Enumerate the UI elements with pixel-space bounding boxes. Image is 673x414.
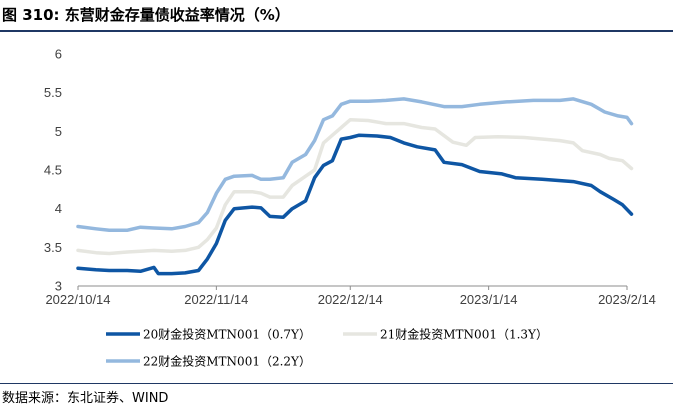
x-tick-label: 2022/11/14 bbox=[184, 292, 248, 307]
data-source-note: 数据来源：东北证券、WIND bbox=[2, 391, 169, 406]
y-tick-label: 5.5 bbox=[44, 85, 62, 100]
x-tick-label: 2022/12/14 bbox=[318, 292, 383, 307]
y-tick-label: 6 bbox=[55, 47, 62, 62]
y-tick-label: 4 bbox=[55, 201, 62, 216]
legend-label-1: 20财金投资MTN001（0.7Y） bbox=[143, 327, 311, 342]
title-rule bbox=[0, 30, 673, 32]
legend-label-3: 22财金投资MTN001（2.2Y） bbox=[143, 354, 311, 369]
chart-axes: 3 3.5 4 4.5 5 5.5 6 2022/10/14 2022/11/14 2022/12… bbox=[44, 47, 656, 308]
series-line-3 bbox=[76, 97, 634, 233]
x-tick-label: 2022/10/14 bbox=[45, 292, 110, 307]
y-tick-label: 5 bbox=[55, 124, 62, 139]
chart-legend: 20财金投资MTN001（0.7Y） 21财金投资MTN001（1.3Y） 22财金… bbox=[106, 327, 548, 369]
legend-label-2: 21财金投资MTN001（1.3Y） bbox=[380, 327, 548, 342]
y-tick-label: 3.5 bbox=[44, 240, 62, 255]
y-tick-label: 3 bbox=[55, 279, 62, 294]
chart-series bbox=[76, 97, 634, 276]
series-line-2 bbox=[76, 117, 634, 256]
x-tick-label: 2023/2/14 bbox=[598, 292, 656, 307]
figure-title: 图 310: 东营财金存量债收益率情况（%） bbox=[2, 6, 290, 24]
source-rule bbox=[0, 383, 673, 384]
y-tick-label: 4.5 bbox=[44, 163, 62, 178]
series-line-1 bbox=[76, 133, 634, 276]
x-tick-label: 2023/1/14 bbox=[460, 292, 518, 307]
